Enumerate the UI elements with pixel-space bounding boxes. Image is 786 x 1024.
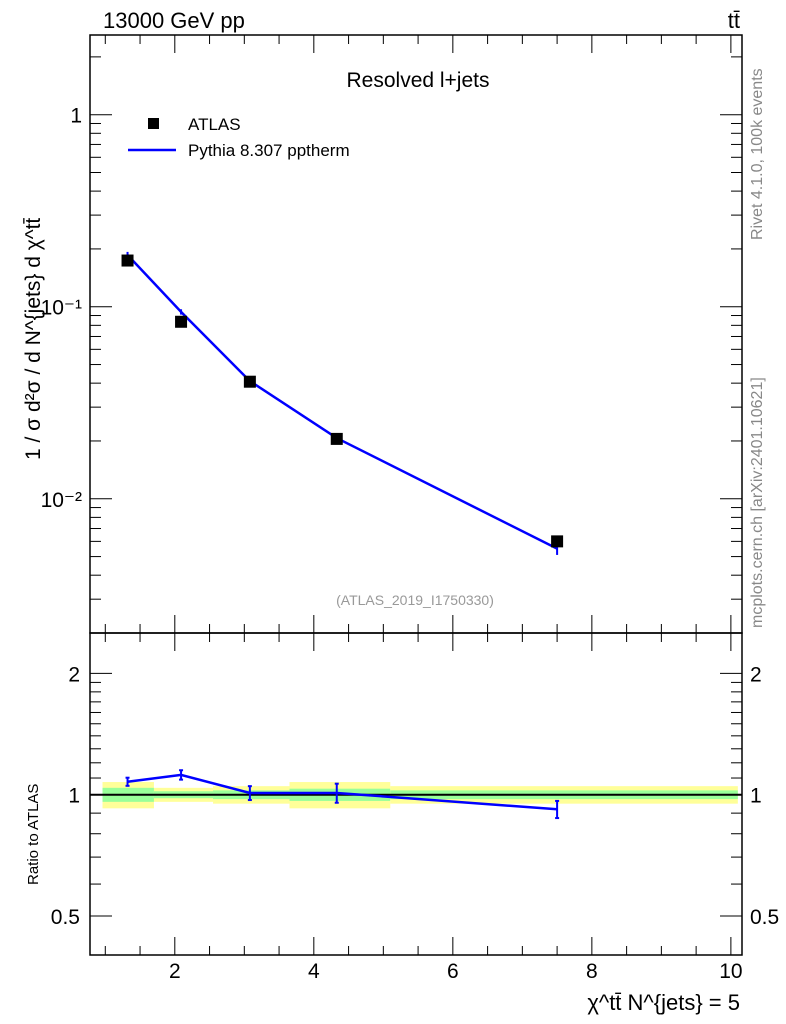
y-tick-label: 1	[70, 105, 82, 128]
ratio-y-tick-label-right: 1	[750, 785, 762, 808]
pythia-line	[126, 254, 558, 550]
ratio-y-tick-label: 2	[68, 663, 80, 686]
ratio-y-tick-label-right: 2	[750, 663, 762, 686]
header-left: 13000 GeV pp	[103, 8, 245, 33]
atlas-data-point	[551, 535, 564, 548]
chart-title: Resolved l+jets	[347, 69, 490, 92]
analysis-watermark: (ATLAS_2019_I1750330)	[336, 592, 494, 608]
x-tick-label: 10	[719, 960, 742, 983]
ratio-y-tick-label-right: 0.5	[750, 906, 779, 929]
atlas-data-point	[243, 375, 256, 388]
atlas-data-point	[330, 432, 343, 445]
atlas-data-point	[121, 254, 134, 267]
rivet-label: Rivet 4.1.0, 100k events	[749, 68, 766, 240]
x-tick-label: 6	[447, 960, 459, 983]
legend-atlas-marker	[148, 118, 159, 129]
legend-pythia-label: Pythia 8.307 pptherm	[188, 141, 350, 160]
x-tick-label: 2	[169, 960, 181, 983]
legend-atlas-label: ATLAS	[188, 115, 241, 134]
x-tick-label: 8	[586, 960, 598, 983]
y-tick-label: 10⁻¹	[41, 297, 82, 320]
ratio-frame	[89, 632, 743, 956]
x-tick-label: 4	[308, 960, 320, 983]
mcplots-label: mcplots.cern.ch [arXiv:2401.10621]	[749, 377, 766, 628]
y-axis-label: 1 / σ d²σ / d N^{jets} d χ^tt̄	[22, 218, 45, 460]
ratio-y-axis-label: Ratio to ATLAS	[25, 784, 42, 885]
ratio-y-tick-label: 0.5	[51, 906, 80, 929]
atlas-data-point	[175, 315, 188, 328]
ratio-y-tick-label: 1	[68, 785, 80, 808]
x-axis-label: χ^tt̄ N^{jets} = 5	[587, 990, 740, 1015]
header-right: tt̄	[728, 8, 740, 33]
y-tick-label: 10⁻²	[41, 489, 82, 512]
